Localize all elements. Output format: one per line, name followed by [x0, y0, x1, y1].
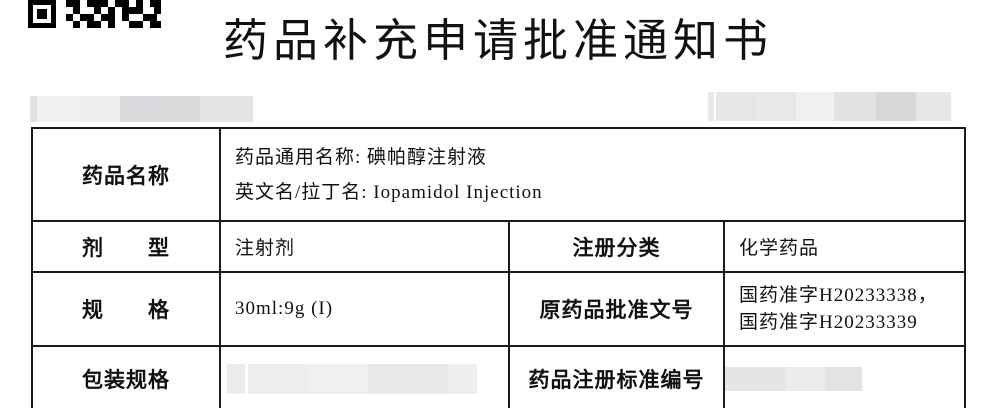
qr-code-fragment [28, 0, 161, 28]
redaction-segment [708, 92, 714, 121]
original-approval-number-label: 原药品批准文号 [508, 271, 725, 347]
redaction-segment [160, 96, 200, 122]
row-package-specification: 包装规格 药品注册标准编号 [31, 345, 967, 408]
redaction-segment [716, 92, 756, 121]
page-title: 药品补充申请批准通知书 [222, 16, 773, 66]
drug-name-value: 药品通用名称: 碘帕醇注射液 英文名/拉丁名: Iopamidol Inject… [218, 127, 967, 222]
redaction-segment [785, 367, 825, 391]
registration-category-value: 化学药品 [722, 220, 967, 273]
generic-name-line: 药品通用名称: 碘帕醇注射液 [235, 146, 488, 168]
specification-value: 30ml:9g (I) [219, 271, 510, 347]
redaction-segment [876, 92, 916, 121]
redaction-segment [308, 364, 368, 394]
registration-standard-number-label: 药品注册标准编号 [508, 345, 725, 408]
package-specification-value [219, 345, 510, 408]
row-specification: 规 格 30ml:9g (I) 原药品批准文号 国药准字H20233338，国药… [31, 271, 967, 347]
redaction-segment [245, 364, 248, 394]
row-drug-name: 药品名称 药品通用名称: 碘帕醇注射液 英文名/拉丁名: Iopamidol I… [31, 127, 967, 222]
redaction-segment [368, 364, 448, 394]
redaction-segment [227, 364, 245, 394]
dosage-form-label: 剂 型 [31, 220, 221, 273]
drug-info-table: 药品名称 药品通用名称: 碘帕醇注射液 英文名/拉丁名: Iopamidol I… [31, 127, 967, 408]
redacted-block-right [708, 92, 951, 121]
dosage-form-value: 注射剂 [219, 220, 510, 273]
redaction-segment [714, 92, 716, 121]
redaction-segment [200, 96, 253, 122]
redaction-segment [80, 96, 120, 122]
redacted-block-left [30, 96, 253, 122]
registration-category-label: 注册分类 [508, 220, 725, 273]
drug-name-label: 药品名称 [31, 127, 221, 222]
row-dosage-form: 剂 型 注射剂 注册分类 化学药品 [31, 220, 967, 273]
registration-standard-number-value [722, 345, 967, 408]
package-specification-label: 包装规格 [31, 345, 221, 408]
qr-code-icon [28, 0, 161, 29]
redacted-value-standard-number [726, 367, 954, 391]
redaction-segment [248, 364, 308, 394]
redaction-segment [30, 96, 37, 122]
redaction-segment [756, 92, 796, 121]
redaction-segment [796, 92, 834, 121]
redacted-value-package [227, 364, 498, 394]
redaction-segment [834, 92, 876, 121]
redaction-segment [726, 367, 785, 391]
redaction-segment [825, 367, 862, 391]
redaction-segment [120, 96, 160, 122]
redaction-segment [916, 92, 951, 121]
specification-label: 规 格 [31, 271, 221, 347]
original-approval-number-value: 国药准字H20233338，国药准字H20233339 [722, 271, 967, 347]
redaction-segment [37, 96, 80, 122]
english-name-line: 英文名/拉丁名: Iopamidol Injection [235, 181, 543, 203]
redaction-segment [448, 364, 477, 394]
